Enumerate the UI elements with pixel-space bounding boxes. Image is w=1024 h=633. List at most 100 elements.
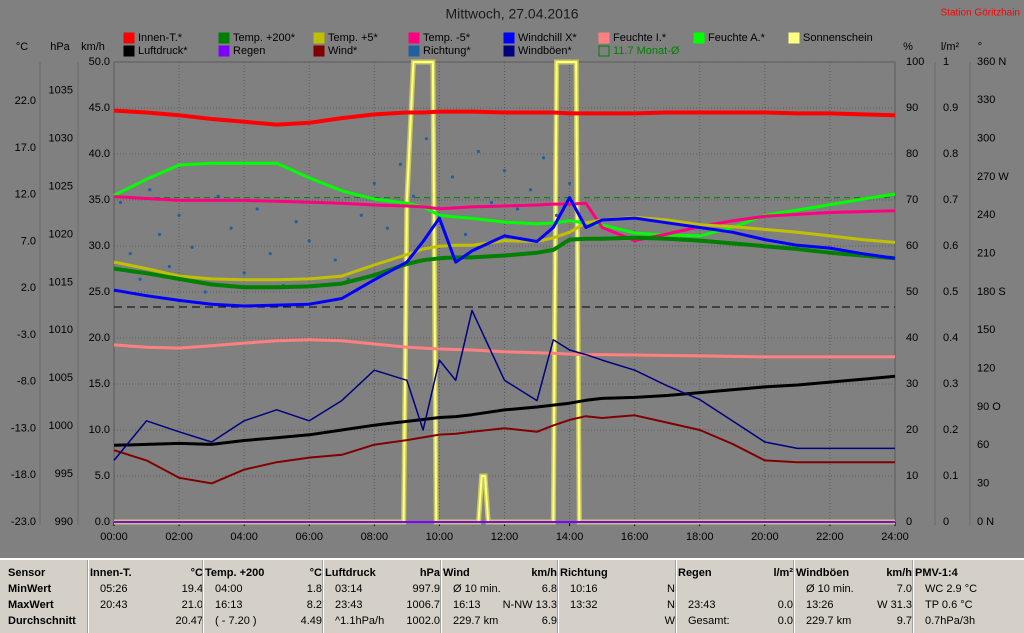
station-label: Station Göritzhain	[941, 8, 1021, 19]
y-tick-label: -8.0	[17, 376, 36, 388]
column-separator	[793, 560, 795, 633]
column-unit: l/m²	[773, 567, 793, 579]
legend-swatch	[123, 45, 135, 57]
y-tick-label: 270 W	[977, 171, 1009, 183]
legend-swatch	[218, 32, 230, 44]
y-tick-label: 1000	[49, 420, 73, 432]
x-tick-label: 04:00	[230, 531, 258, 543]
y-tick-label: 1035	[49, 85, 73, 97]
cell-left: 03:14	[335, 583, 363, 595]
y-tick-label: 0.4	[943, 332, 958, 344]
legend-swatch	[693, 32, 705, 44]
direction-dot	[177, 213, 181, 217]
column-unit: km/h	[531, 567, 557, 579]
direction-dot	[424, 137, 428, 141]
x-tick-label: 20:00	[751, 531, 779, 543]
axis-unit: °	[978, 41, 982, 53]
direction-dot	[294, 220, 298, 224]
legend-label: Windböen*	[518, 45, 573, 57]
series-line	[113, 414, 895, 485]
x-tick-label: 02:00	[165, 531, 193, 543]
column-separator	[675, 560, 677, 633]
cell-right: 7.0	[896, 583, 912, 595]
cell-left: 05:26	[100, 583, 128, 595]
legend-swatch	[313, 45, 325, 57]
direction-dot	[411, 194, 415, 198]
x-tick-label: 22:00	[816, 531, 844, 543]
chart: Mittwoch, 27.04.2016 Station Göritzhain …	[11, 6, 1021, 543]
direction-dot	[567, 181, 572, 185]
legend-label: Temp. -5*	[423, 32, 471, 44]
y-tick-label: 40.0	[89, 148, 110, 160]
y-tick-label: 0.2	[943, 424, 958, 436]
column-separator	[912, 560, 914, 633]
y-tick-label: -13.0	[11, 422, 36, 434]
legend-swatch	[788, 32, 800, 44]
cell-right: 1002.0	[406, 615, 440, 627]
legend-label: Feuchte I.*	[613, 32, 667, 44]
direction-dot	[476, 149, 481, 154]
cell-left: 13:26	[806, 599, 834, 611]
legend-label: Richtung*	[423, 45, 471, 57]
cell-right: 0.0	[777, 615, 793, 627]
y-tick-label: 240	[977, 209, 995, 221]
cell-left: 229.7 km	[453, 615, 499, 627]
legend-swatch	[598, 45, 610, 57]
direction-dot	[515, 207, 520, 211]
y-tick-label: 100	[906, 56, 924, 68]
y-tick-label: 30	[977, 478, 989, 490]
cell-left: ^1.1hPa/h	[335, 615, 385, 627]
legend-swatch	[218, 45, 230, 57]
direction-dot	[385, 226, 389, 230]
cell-left: WC 2.9 °C	[925, 583, 978, 595]
y-tick-label: 1025	[49, 180, 73, 192]
axis-unit: %	[903, 41, 913, 53]
x-tick-label: 16:00	[621, 531, 649, 543]
y-tick-label: -3.0	[17, 329, 36, 341]
cell-left: 16:13	[453, 599, 481, 611]
column-header: Wind	[443, 567, 470, 579]
cell-right: W 31.3	[877, 599, 912, 611]
y-tick-label: 20	[906, 424, 918, 436]
cell-right: 20.47	[175, 615, 203, 627]
series-line	[113, 374, 896, 447]
direction-dot	[138, 277, 142, 281]
x-tick-label: 06:00	[295, 531, 323, 543]
y-tick-label: 35.0	[89, 194, 110, 206]
legend-label: Temp. +200*	[233, 32, 296, 44]
direction-dot	[554, 213, 559, 217]
y-tick-label: 0.0	[95, 516, 110, 528]
direction-dot	[528, 188, 533, 192]
y-tick-label: 40	[906, 332, 918, 344]
y-tick-label: 7.0	[21, 235, 36, 247]
direction-dot	[229, 226, 233, 230]
direction-dot	[242, 271, 246, 275]
y-tick-label: 0.1	[943, 470, 958, 482]
y-tick-label: 0 N	[977, 516, 994, 528]
legend-label: 11.7 Monat-Ø	[613, 45, 680, 57]
direction-dot	[307, 239, 311, 243]
legend-swatch	[408, 32, 420, 44]
y-tick-label: 1	[943, 56, 949, 68]
legend-swatch	[123, 32, 135, 44]
legend-swatch	[503, 45, 515, 57]
y-tick-label: 17.0	[15, 142, 36, 154]
y-tick-label: 0	[943, 516, 949, 528]
cell-right: 997.9	[412, 583, 440, 595]
direction-dot	[203, 290, 207, 294]
y-tick-label: 60	[977, 439, 989, 451]
y-tick-label: 0.3	[943, 378, 958, 390]
cell-left: 229.7 km	[806, 615, 852, 627]
cell-left: TP 0.6 °C	[925, 599, 973, 611]
grid	[113, 61, 896, 523]
column-header: Innen-T.	[90, 567, 132, 579]
legend-label: Luftdruck*	[138, 45, 188, 57]
legend-swatch	[408, 45, 420, 57]
row-label: MinWert	[8, 583, 52, 595]
direction-dot	[463, 232, 468, 237]
x-tick-label: 12:00	[491, 531, 519, 543]
cell-right: 0.0	[777, 599, 793, 611]
y-tick-label: 20.0	[89, 332, 110, 344]
series-line	[113, 161, 896, 238]
legend-swatch	[598, 32, 610, 44]
